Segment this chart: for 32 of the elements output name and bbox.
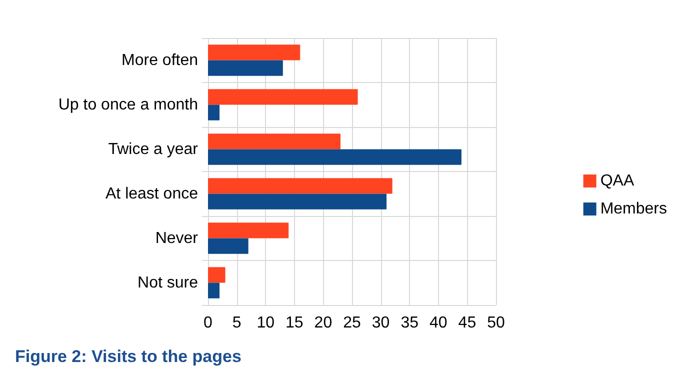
bar (208, 194, 387, 210)
bar (208, 60, 283, 76)
bar (208, 44, 300, 60)
x-tick-label: 25 (343, 314, 361, 332)
x-tick-label: 20 (314, 314, 332, 332)
x-tick-label: 45 (458, 314, 476, 332)
x-tick-label: 15 (286, 314, 304, 332)
bar (208, 282, 220, 298)
y-tick-label: At least once (106, 185, 198, 202)
x-tick-label: 40 (430, 314, 448, 332)
x-tick-label: 35 (400, 314, 419, 332)
bar (208, 134, 340, 150)
x-tick-label: 5 (232, 314, 242, 332)
x-tick-label: 50 (487, 314, 505, 332)
bar (208, 89, 358, 105)
y-tick-label: Twice a year (108, 140, 199, 158)
y-tick-label: Not sure (138, 274, 198, 292)
y-tick-label: Never (155, 230, 199, 247)
y-tick-label: Up to once a month (58, 96, 198, 114)
bar (208, 104, 220, 120)
text: Figure 2: Visits to the pages (15, 347, 242, 366)
x-tick-label: 30 (372, 314, 390, 332)
x-tick-label: 10 (256, 314, 275, 332)
bar (208, 267, 226, 283)
x-tick-label: 0 (204, 314, 213, 332)
bar (208, 149, 462, 165)
legend-label: QAA (600, 172, 634, 190)
legend-label: Members (600, 200, 668, 218)
bar (208, 222, 289, 238)
y-tick-label: More often (122, 52, 198, 69)
bar (208, 178, 392, 194)
bar (208, 238, 248, 254)
